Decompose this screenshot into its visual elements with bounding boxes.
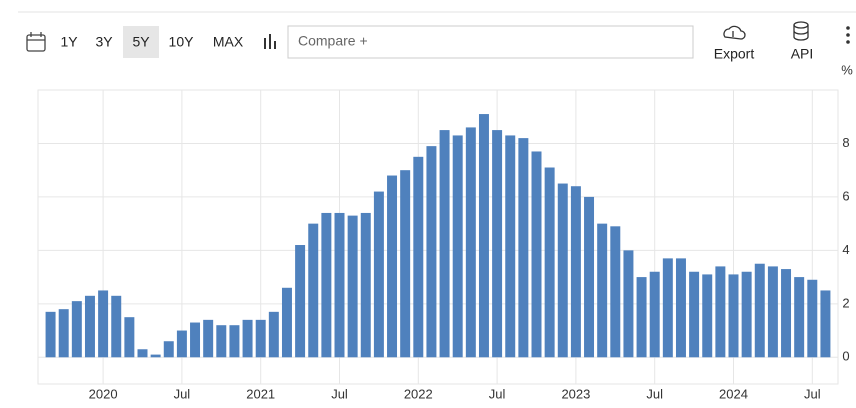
bar <box>137 349 148 358</box>
bar <box>636 277 647 358</box>
bar <box>689 271 700 358</box>
bar <box>387 175 398 358</box>
api-icon[interactable] <box>793 21 809 41</box>
range-button[interactable]: MAX <box>213 34 244 50</box>
y-tick-label: 8 <box>842 135 849 150</box>
bar <box>570 186 581 358</box>
compare-input[interactable] <box>287 25 694 59</box>
bar <box>150 354 161 358</box>
x-tick-label: 2022 <box>404 386 433 401</box>
x-tick-label: 2023 <box>561 386 590 401</box>
bar <box>531 151 542 358</box>
bar <box>662 258 673 358</box>
bar <box>321 212 332 358</box>
compare-placeholder: Compare + <box>298 33 368 49</box>
bar <box>715 266 726 358</box>
bar <box>807 279 818 358</box>
bar <box>242 319 253 358</box>
range-button[interactable]: 5Y <box>132 34 150 50</box>
bar <box>439 130 450 358</box>
bar <box>820 290 831 358</box>
bar <box>111 295 122 358</box>
bar <box>229 325 240 358</box>
x-tick-label: 2020 <box>89 386 118 401</box>
bar <box>255 319 266 358</box>
range-button[interactable]: 1Y <box>60 34 78 50</box>
bar <box>754 263 765 358</box>
bar <box>190 322 201 358</box>
export-button[interactable]: Export <box>714 46 755 62</box>
x-tick-label: Jul <box>489 386 506 401</box>
bar <box>334 212 345 358</box>
bar <box>518 138 529 358</box>
y-tick-label: 0 <box>842 349 849 364</box>
chart-type-icon[interactable] <box>264 34 276 49</box>
bar <box>45 311 56 358</box>
bar <box>610 226 621 358</box>
bar <box>268 311 279 358</box>
plot-frame <box>37 89 839 385</box>
x-tick-label: Jul <box>646 386 663 401</box>
bar <box>124 317 135 358</box>
bar <box>295 245 306 358</box>
x-tick-label: Jul <box>331 386 348 401</box>
y-tick-label: 2 <box>842 295 849 310</box>
bar <box>400 170 411 358</box>
bar <box>216 325 227 358</box>
bar <box>71 301 82 358</box>
bar <box>84 295 95 358</box>
bar <box>176 330 187 358</box>
bar <box>584 196 595 358</box>
bar <box>98 290 109 358</box>
x-tick-label: Jul <box>174 386 191 401</box>
bar <box>505 135 516 358</box>
bar <box>308 223 319 358</box>
bar <box>702 274 713 358</box>
bar <box>478 114 489 358</box>
bar <box>741 271 752 358</box>
bar <box>426 146 437 358</box>
bar <box>492 130 503 358</box>
x-tick-label: 2024 <box>719 386 748 401</box>
bar <box>781 269 792 358</box>
y-unit: % <box>841 62 853 77</box>
bar <box>373 191 384 358</box>
range-button[interactable]: 10Y <box>169 34 195 50</box>
export-icon[interactable] <box>723 25 746 40</box>
bar <box>675 258 686 358</box>
bar <box>360 212 371 358</box>
bar <box>544 167 555 358</box>
bar <box>413 156 424 358</box>
range-button[interactable]: 3Y <box>95 34 113 50</box>
bar <box>767 266 778 358</box>
menu-icon[interactable] <box>846 26 850 44</box>
bar <box>58 309 69 358</box>
bar <box>728 274 739 358</box>
bar <box>347 215 358 358</box>
bar <box>203 319 214 358</box>
bar <box>281 287 292 358</box>
bar <box>452 135 463 358</box>
y-tick-label: 4 <box>842 242 849 257</box>
bar <box>163 341 174 358</box>
y-tick-label: 6 <box>842 188 849 203</box>
bar <box>557 183 568 358</box>
bar <box>465 127 476 358</box>
api-button[interactable]: API <box>791 46 814 62</box>
x-tick-label: 2021 <box>246 386 275 401</box>
x-tick-label: Jul <box>804 386 821 401</box>
bar <box>794 277 805 358</box>
bar <box>649 271 660 358</box>
calendar-icon[interactable] <box>26 32 46 52</box>
active-range-bg <box>123 26 159 58</box>
bar <box>597 223 608 358</box>
bar <box>623 250 634 358</box>
